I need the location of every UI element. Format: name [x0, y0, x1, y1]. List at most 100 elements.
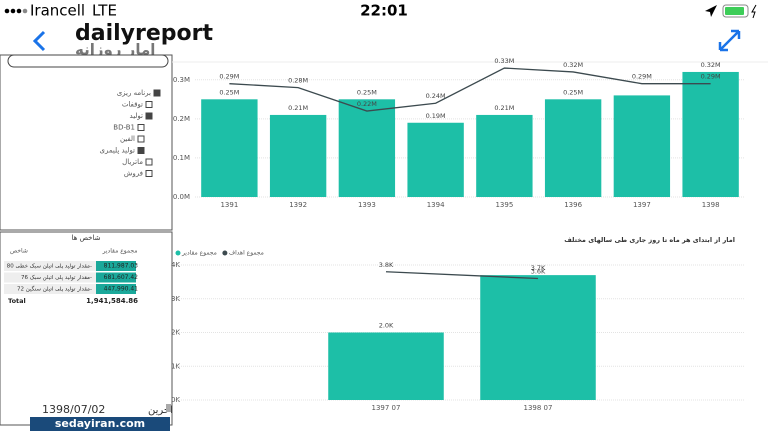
carrier: Irancell: [30, 2, 85, 20]
bar: [201, 99, 258, 197]
checkbox: [145, 170, 153, 177]
legend-marker: [222, 250, 228, 256]
checkbox: [145, 158, 153, 166]
tree-item: الفین: [120, 135, 135, 143]
tree-item: تولید پلیمری: [100, 147, 136, 155]
data-label: 0.22M: [357, 100, 377, 108]
data-label: 3.6K: [531, 268, 546, 276]
data-label: 0.32M: [563, 61, 583, 69]
table-panel: [0, 231, 173, 426]
data-label: 0.29M: [219, 73, 239, 81]
tree-item: ماتریال: [122, 158, 143, 166]
line-series: [229, 67, 711, 112]
expand-button[interactable]: [718, 29, 741, 52]
bar: [407, 122, 464, 197]
legend-label: مجموع اهداف: [229, 250, 264, 257]
data-label: 0.24M: [426, 92, 446, 100]
footer-date: 1398/07/02: [42, 403, 105, 416]
data-label: 0.32M: [701, 61, 721, 69]
network: LTE: [92, 2, 117, 20]
watermark: sedayiran.com: [55, 417, 145, 430]
back-button[interactable]: [32, 30, 46, 52]
location-icon: [705, 5, 717, 17]
row-label: مقدار تولید پلی اتیلن سنگین 72-: [17, 286, 92, 293]
table-title: شاخص ها: [72, 234, 101, 242]
data-label: 0.19M: [426, 112, 446, 120]
tree-item: BD-B1: [113, 124, 135, 132]
footer-label: اخرین: [148, 405, 173, 416]
watermark-bg: [30, 417, 170, 431]
bar: [328, 332, 444, 400]
x-tick-label: 1397: [633, 201, 651, 209]
column-header: مجموع مقادیر: [102, 248, 138, 255]
cell-bg: [4, 284, 96, 294]
checkbox: [153, 89, 161, 97]
slicer-panel: [0, 54, 173, 231]
app-title: dailyreport: [75, 21, 213, 46]
x-tick-label: 1398: [702, 201, 720, 209]
tree-item: فروش: [124, 170, 143, 178]
data-label: 0.25M: [563, 88, 583, 96]
cell-bg: [4, 261, 96, 271]
data-label: 0.28M: [288, 77, 308, 85]
x-tick-label: 1393: [358, 201, 376, 209]
search-box[interactable]: [7, 54, 169, 68]
checkbox: [145, 112, 153, 120]
data-label: 3.8K: [379, 261, 394, 269]
x-tick-label: 1398 07: [524, 404, 553, 412]
x-tick-label: 1391: [220, 201, 238, 209]
data-label: 3.7K: [531, 264, 546, 272]
row-value: 681,607.42: [104, 274, 139, 281]
battery: [722, 4, 757, 19]
x-tick-label: 1396: [564, 201, 582, 209]
checkbox: [137, 124, 145, 131]
tree: برنامه ریزی توقفات تولید BD-B1 الفین تولید پل…: [100, 89, 161, 178]
chart-title: امار از ابتدای هر ماه تا روز جاری طی سال…: [564, 236, 735, 244]
table: شاخص ها شاخص مجموع مقادیر مقدار تولید پلی ا…: [4, 234, 138, 305]
checkbox: [137, 147, 145, 154]
legend-marker: [175, 250, 181, 256]
data-label: 2.0K: [379, 322, 394, 330]
total-label: Total: [8, 297, 26, 305]
tree-item: تولید: [130, 112, 144, 120]
row-label: مقدار تولید پلی اتیلن سبک 76-: [21, 274, 92, 281]
data-label: 0.21M: [494, 104, 514, 112]
bar: [269, 114, 327, 197]
x-tick-label: 1395: [495, 201, 513, 209]
checkbox: [145, 101, 153, 108]
tree-item: برنامه ریزی: [117, 89, 151, 97]
bar: [682, 71, 739, 197]
signal: [4, 8, 28, 14]
y-tick-label: 0.2M: [173, 115, 190, 123]
bar: [544, 99, 602, 197]
line-series: [385, 271, 539, 280]
checkbox: [137, 135, 145, 143]
y-tick-label: 0.1M: [173, 154, 190, 162]
x-tick-label: 1394: [427, 201, 445, 209]
total-value: 1,941,584.86: [86, 297, 138, 305]
clock: 22:01: [360, 2, 408, 20]
footer-box: [166, 404, 171, 412]
tree-item: توقفات: [122, 101, 143, 109]
data-label: 0.21M: [288, 104, 308, 112]
bar: [613, 95, 671, 197]
y-tick-label: 0.3M: [173, 76, 190, 84]
x-tick-label: 1397 07: [372, 404, 401, 412]
data-label: 0.25M: [219, 88, 239, 96]
cell-bar: [96, 284, 136, 294]
legend-label: مجموع مقادیر: [181, 250, 217, 257]
bar: [338, 99, 396, 197]
bar: [480, 275, 596, 400]
y-tick-label: 0.0M: [173, 193, 190, 201]
row-label: مقدار تولید پلی اتیلن سبک خطی 80-: [7, 263, 92, 270]
data-label: 0.33M: [494, 57, 514, 65]
data-label: 0.29M: [632, 73, 652, 81]
data-label: 0.29M: [701, 73, 721, 81]
row-value: 811,987.03: [104, 263, 139, 270]
app-subtitle: امار روزانه: [75, 41, 155, 59]
cell-bar: [96, 261, 136, 271]
row-value: 447,990.41: [104, 286, 139, 293]
bar: [476, 114, 533, 197]
